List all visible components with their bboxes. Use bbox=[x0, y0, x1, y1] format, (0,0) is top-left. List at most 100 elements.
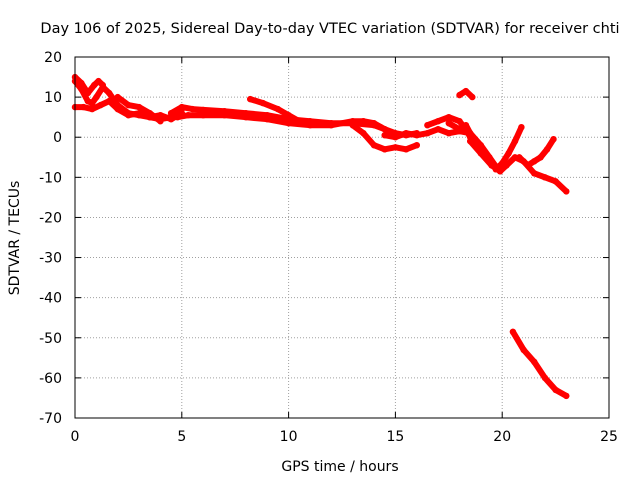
data-point bbox=[505, 150, 512, 157]
x-tick-label: 10 bbox=[280, 429, 298, 445]
data-point bbox=[99, 83, 107, 91]
data-point bbox=[381, 146, 388, 153]
data-point bbox=[477, 142, 484, 149]
data-point bbox=[537, 154, 544, 161]
data-point bbox=[88, 105, 96, 113]
data-point bbox=[174, 114, 181, 121]
data-point bbox=[80, 103, 87, 111]
data-point bbox=[221, 112, 228, 119]
data-point bbox=[247, 95, 254, 103]
ticks bbox=[74, 56, 610, 419]
y-tick-label: -60 bbox=[39, 371, 62, 387]
data-point bbox=[135, 110, 143, 117]
data-point bbox=[402, 130, 410, 137]
y-tick-label: 10 bbox=[44, 90, 62, 106]
data-point bbox=[125, 101, 132, 109]
data-point bbox=[189, 105, 196, 113]
data-point bbox=[91, 81, 98, 89]
plot-frame bbox=[74, 56, 610, 419]
x-tick-label: 15 bbox=[386, 429, 404, 445]
data-point bbox=[135, 103, 143, 111]
data-point bbox=[445, 114, 452, 121]
x-tick-label: 25 bbox=[600, 429, 618, 445]
data-point bbox=[509, 328, 517, 335]
series-line-trace-11 bbox=[445, 120, 476, 141]
data-point bbox=[178, 103, 185, 111]
chart-title: Day 106 of 2025, Sidereal Day-to-day VTE… bbox=[40, 21, 619, 37]
data-point bbox=[93, 93, 100, 101]
data-point bbox=[541, 374, 549, 382]
data-point bbox=[518, 124, 525, 131]
data-point bbox=[552, 386, 559, 394]
y-tick-label: -70 bbox=[39, 411, 62, 427]
data-point bbox=[445, 130, 452, 137]
data-point bbox=[434, 126, 442, 133]
data-point bbox=[200, 112, 207, 119]
data-point bbox=[462, 87, 470, 95]
data-point bbox=[106, 97, 113, 105]
data-point bbox=[445, 120, 452, 127]
data-point bbox=[531, 158, 538, 165]
y-tick-label: -50 bbox=[39, 331, 62, 347]
data-point bbox=[492, 166, 499, 173]
data-point bbox=[488, 162, 495, 169]
data-point bbox=[296, 118, 303, 125]
data-point bbox=[550, 136, 557, 143]
data-point bbox=[370, 120, 378, 127]
data-point bbox=[469, 93, 476, 101]
data-point bbox=[456, 118, 463, 125]
data-point bbox=[524, 162, 531, 169]
x-axis-label: GPS time / hours bbox=[281, 459, 398, 475]
data-point bbox=[413, 132, 420, 139]
data-point bbox=[274, 105, 282, 113]
data-point bbox=[97, 101, 104, 109]
data-point bbox=[167, 116, 175, 123]
data-point bbox=[106, 89, 113, 97]
y-tick-label: -40 bbox=[39, 291, 62, 307]
data-point bbox=[563, 392, 570, 400]
data-point bbox=[381, 126, 388, 133]
data-point bbox=[349, 122, 356, 129]
data-point bbox=[511, 138, 519, 145]
data-point bbox=[552, 178, 559, 185]
data-point bbox=[456, 126, 463, 133]
data-point bbox=[477, 150, 484, 157]
data-point bbox=[541, 174, 549, 181]
data-point bbox=[424, 122, 431, 129]
y-tick-label: -10 bbox=[39, 170, 62, 186]
data-point bbox=[242, 114, 250, 121]
data-point bbox=[456, 91, 463, 99]
data-point bbox=[402, 146, 410, 153]
x-tick-label: 5 bbox=[177, 429, 186, 445]
data-point bbox=[285, 120, 292, 127]
data-point bbox=[370, 142, 378, 149]
data-point bbox=[434, 118, 442, 125]
data-point bbox=[167, 110, 175, 117]
data-point bbox=[516, 154, 523, 161]
data-point bbox=[392, 134, 399, 141]
y-tick-label: 20 bbox=[44, 50, 62, 66]
y-tick-label: -30 bbox=[39, 251, 62, 267]
data-point bbox=[531, 170, 538, 177]
data-point bbox=[392, 144, 399, 151]
data-point bbox=[360, 130, 367, 137]
data-point bbox=[157, 118, 164, 125]
data-point bbox=[259, 99, 267, 107]
data-point bbox=[146, 110, 153, 117]
data-point bbox=[424, 130, 431, 137]
data-point bbox=[95, 77, 102, 85]
data-point bbox=[185, 112, 192, 119]
x-tick-label: 0 bbox=[71, 429, 80, 445]
data-point bbox=[563, 188, 570, 195]
data-point bbox=[467, 138, 474, 145]
data-point bbox=[360, 118, 367, 125]
data-point bbox=[543, 146, 551, 153]
data-series bbox=[71, 73, 570, 400]
data-point bbox=[381, 132, 388, 139]
data-point bbox=[462, 122, 470, 129]
data-point bbox=[88, 99, 96, 107]
x-tick-label: 20 bbox=[493, 429, 511, 445]
y-axis-label: SDTVAR / TECUs bbox=[7, 181, 23, 296]
data-point bbox=[531, 358, 538, 365]
